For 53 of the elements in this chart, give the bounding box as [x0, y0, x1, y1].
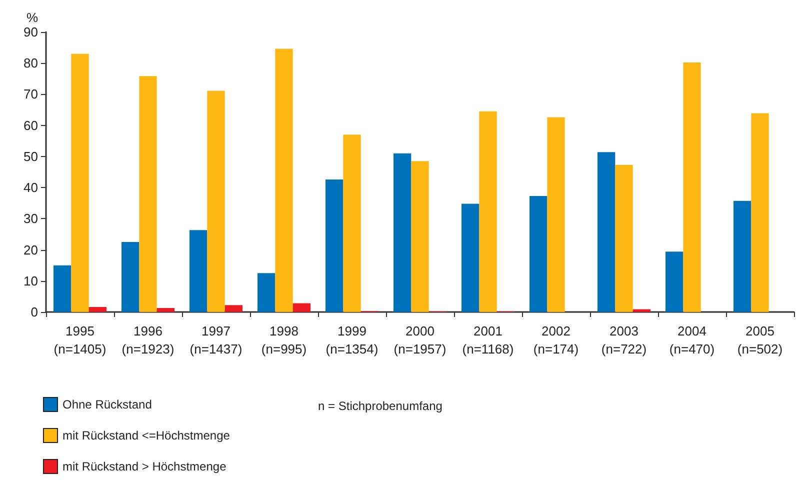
bar: [665, 252, 684, 312]
bar: [632, 309, 651, 312]
bar: [325, 179, 344, 312]
bar: [224, 305, 243, 312]
bar: [156, 308, 175, 312]
bar: [88, 307, 107, 312]
bar: [411, 161, 429, 312]
bar: [189, 230, 208, 312]
x-tick-label: 2000 (n=1957): [394, 324, 446, 356]
y-tick-label: 60: [24, 118, 38, 133]
y-tick-label: 10: [24, 273, 38, 288]
x-tick-label: 1997 (n=1437): [190, 324, 242, 356]
bar: [615, 164, 633, 312]
y-axis-title: %: [26, 10, 38, 25]
x-tick-label: 1996 (n=1923): [122, 324, 174, 356]
bar: [275, 48, 293, 312]
y-tick-label: 80: [24, 56, 38, 71]
x-tick-label: 2002 (n=174): [533, 324, 579, 356]
x-tick-label: 2005 (n=502): [737, 324, 783, 356]
legend-label: Ohne Rückstand: [62, 398, 152, 412]
text: n = Stichprobenumfang: [318, 399, 442, 413]
x-tick-label: 1995 (n=1405): [54, 324, 106, 356]
bar: [292, 303, 311, 312]
legend-label: mit Rückstand > Höchstmenge: [62, 460, 227, 474]
bar: [597, 152, 616, 312]
y-tick-label: 30: [24, 211, 38, 226]
bar: [139, 76, 157, 312]
bar: [751, 113, 769, 312]
bar: [207, 90, 225, 312]
y-tick-label: 20: [24, 242, 38, 258]
x-tick-label: 2001 (n=1168): [462, 324, 514, 356]
bar: [733, 200, 752, 312]
y-tick-label: 70: [24, 86, 38, 102]
bar: [461, 204, 480, 312]
x-tick-label: 2003 (n=722): [601, 324, 647, 356]
bar: [547, 117, 565, 312]
bar: [121, 242, 140, 312]
bar: [257, 273, 276, 312]
bar: [683, 62, 701, 312]
bar: [53, 265, 72, 312]
y-tick-label: 0: [30, 304, 38, 320]
y-tick-label: 40: [24, 180, 38, 196]
bar: [393, 153, 412, 312]
y-tick-label: 50: [24, 148, 38, 164]
x-tick-label: 2004 (n=470): [669, 324, 715, 356]
x-tick-label: 1998 (n=995): [261, 324, 307, 356]
bar: [479, 111, 497, 312]
bar: [343, 134, 361, 312]
legend-label: mit Rückstand <=Höchstmenge: [62, 428, 230, 442]
y-tick-label: 90: [24, 24, 38, 40]
x-tick-label: 1999 (n=1354): [326, 324, 378, 356]
bar: [71, 54, 89, 312]
bar: [529, 196, 548, 312]
